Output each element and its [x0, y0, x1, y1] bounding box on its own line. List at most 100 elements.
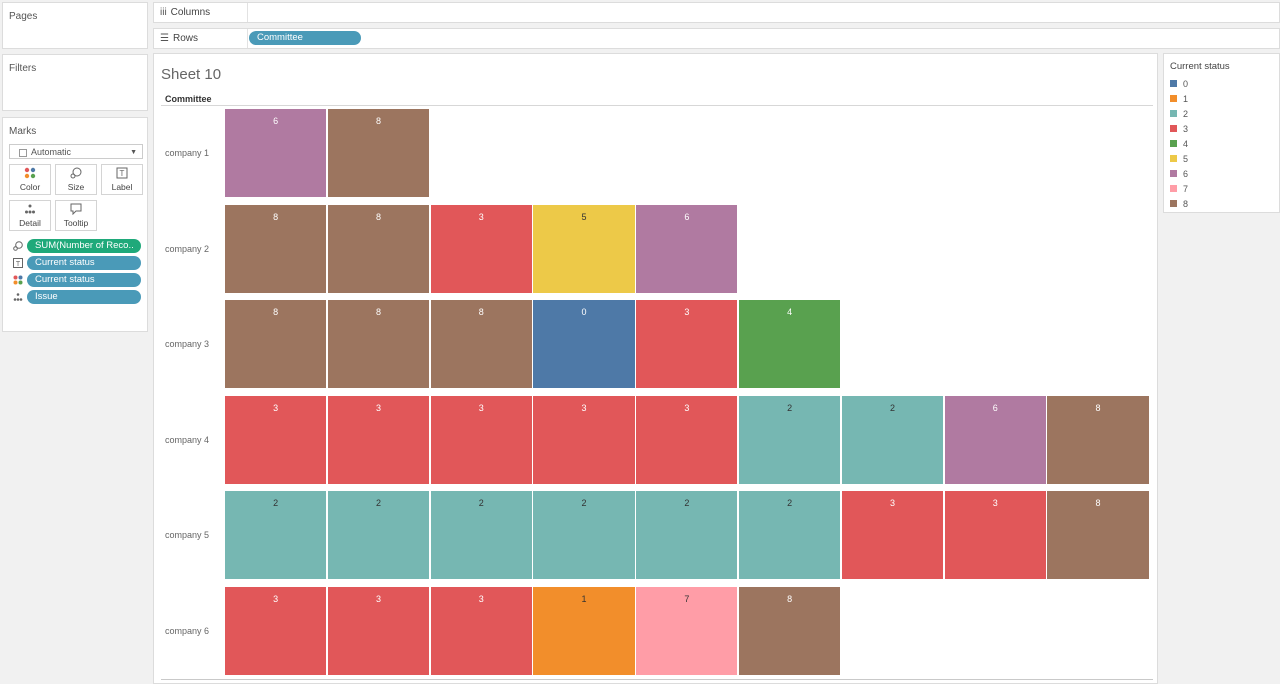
tile-label: 5	[581, 211, 587, 222]
legend-item-6[interactable]: 6	[1170, 167, 1188, 181]
status-tile[interactable]: 3	[327, 395, 430, 484]
status-tile[interactable]: 2	[739, 491, 841, 580]
marks-field-size[interactable]: SUM(Number of Reco..	[11, 239, 143, 255]
legend-swatch	[1170, 185, 1177, 192]
header-divider	[161, 105, 1153, 106]
tile-label: 8	[1095, 498, 1101, 509]
status-tile[interactable]: 2	[225, 491, 327, 580]
status-tile[interactable]: 3	[225, 587, 327, 675]
legend-title: Current status	[1170, 61, 1230, 72]
filters-card[interactable]: Filters	[2, 54, 148, 111]
color-button[interactable]: Color	[9, 164, 51, 195]
legend-item-2[interactable]: 2	[1170, 107, 1188, 121]
detail-dots-icon	[10, 203, 50, 218]
legend-label: 5	[1183, 154, 1189, 164]
legend-item-1[interactable]: 1	[1170, 92, 1188, 106]
size-field-pill[interactable]: SUM(Number of Reco..	[27, 239, 141, 253]
status-tile[interactable]: 8	[327, 300, 430, 389]
status-tile[interactable]: 3	[225, 395, 327, 484]
status-tile[interactable]: 8	[225, 300, 327, 389]
status-tile[interactable]: 6	[944, 395, 1046, 484]
size-button-label: Size	[67, 182, 85, 192]
legend-item-7[interactable]: 7	[1170, 182, 1188, 196]
columns-shelf-label: iii Columns	[154, 3, 248, 22]
status-tile[interactable]: 3	[841, 491, 944, 580]
status-tile[interactable]: 4	[739, 300, 841, 389]
status-tile[interactable]: 8	[225, 204, 327, 293]
size-button[interactable]: Size	[55, 164, 97, 195]
marks-field-label[interactable]: T Current status	[11, 256, 143, 272]
tile-label: 0	[581, 307, 587, 318]
status-tile[interactable]: 3	[430, 204, 532, 293]
status-tile[interactable]: 3	[430, 587, 532, 675]
status-tile[interactable]: 3	[327, 587, 430, 675]
status-tile[interactable]: 8	[1047, 395, 1149, 484]
status-tile[interactable]: 2	[841, 395, 944, 484]
tile-label: 2	[787, 402, 793, 413]
legend-item-3[interactable]: 3	[1170, 122, 1188, 136]
marks-field-detail[interactable]: Issue	[11, 290, 143, 306]
pages-card[interactable]: Pages	[2, 2, 148, 49]
tile-label: 3	[478, 211, 484, 222]
tile-label: 3	[889, 498, 895, 509]
status-tile[interactable]: 7	[636, 587, 738, 675]
mark-type-value: Automatic	[31, 147, 72, 157]
label-button[interactable]: T Label	[101, 164, 143, 195]
status-tile[interactable]: 0	[533, 300, 635, 389]
detail-field-pill[interactable]: Issue	[27, 290, 141, 304]
tile-label: 8	[273, 307, 279, 318]
status-tile[interactable]: 8	[327, 204, 430, 293]
status-tile[interactable]: 3	[533, 395, 635, 484]
status-tile[interactable]: 2	[430, 491, 532, 580]
legend-swatch	[1170, 200, 1177, 207]
columns-icon: iii	[160, 7, 167, 18]
status-tile[interactable]: 6	[225, 109, 327, 197]
legend-label: 6	[1183, 169, 1189, 179]
legend-label: 1	[1183, 94, 1189, 104]
status-tile[interactable]: 3	[636, 395, 738, 484]
text-label-icon: T	[102, 167, 142, 182]
status-tile[interactable]: 8	[430, 300, 532, 389]
legend-label: 4	[1183, 139, 1189, 149]
rows-shelf[interactable]: ☰ Rows Committee	[153, 28, 1280, 49]
legend-swatch	[1170, 155, 1177, 162]
rows-label-text: Rows	[172, 33, 198, 44]
detail-button[interactable]: Detail	[9, 200, 51, 231]
mark-type-dropdown[interactable]: Automatic ▼	[9, 144, 143, 159]
legend-swatch	[1170, 140, 1177, 147]
tile-label: 3	[273, 402, 279, 413]
columns-shelf[interactable]: iii Columns	[153, 2, 1280, 23]
label-field-pill[interactable]: Current status	[27, 256, 141, 270]
status-tile[interactable]: 5	[533, 204, 635, 293]
marks-field-color[interactable]: Current status	[11, 273, 143, 289]
legend-swatch	[1170, 80, 1177, 87]
tile-label: 2	[375, 498, 381, 509]
status-tile[interactable]: 3	[430, 395, 532, 484]
status-tile[interactable]: 8	[1047, 491, 1149, 580]
tile-label: 3	[478, 594, 484, 604]
legend-label: 8	[1183, 199, 1189, 209]
status-tile[interactable]: 8	[327, 109, 430, 197]
status-tile[interactable]: 3	[636, 300, 738, 389]
status-tile[interactable]: 2	[327, 491, 430, 580]
columns-label-text: Columns	[170, 7, 211, 18]
color-field-pill[interactable]: Current status	[27, 273, 141, 287]
legend-item-4[interactable]: 4	[1170, 137, 1188, 151]
status-tile[interactable]: 3	[944, 491, 1046, 580]
status-tile[interactable]: 2	[636, 491, 738, 580]
legend-item-5[interactable]: 5	[1170, 152, 1188, 166]
size-icon	[13, 241, 23, 251]
legend-item-8[interactable]: 8	[1170, 197, 1188, 211]
row-label: company 5	[165, 530, 210, 541]
status-tile[interactable]: 2	[533, 491, 635, 580]
status-tile[interactable]: 8	[739, 587, 841, 675]
status-tile[interactable]: 2	[739, 395, 841, 484]
marks-card: Marks Automatic ▼ Color Size T Label Det…	[2, 117, 148, 332]
tooltip-button[interactable]: Tooltip	[55, 200, 97, 231]
committee-rows-pill[interactable]: Committee	[249, 31, 361, 45]
worksheet-canvas: Sheet 10 Committee company 1 6 8 company 2 8…	[153, 53, 1158, 684]
status-tile[interactable]: 6	[636, 204, 738, 293]
status-tile[interactable]: 1	[533, 587, 635, 675]
marks-title: Marks	[9, 126, 37, 137]
legend-item-0[interactable]: 0	[1170, 77, 1188, 91]
